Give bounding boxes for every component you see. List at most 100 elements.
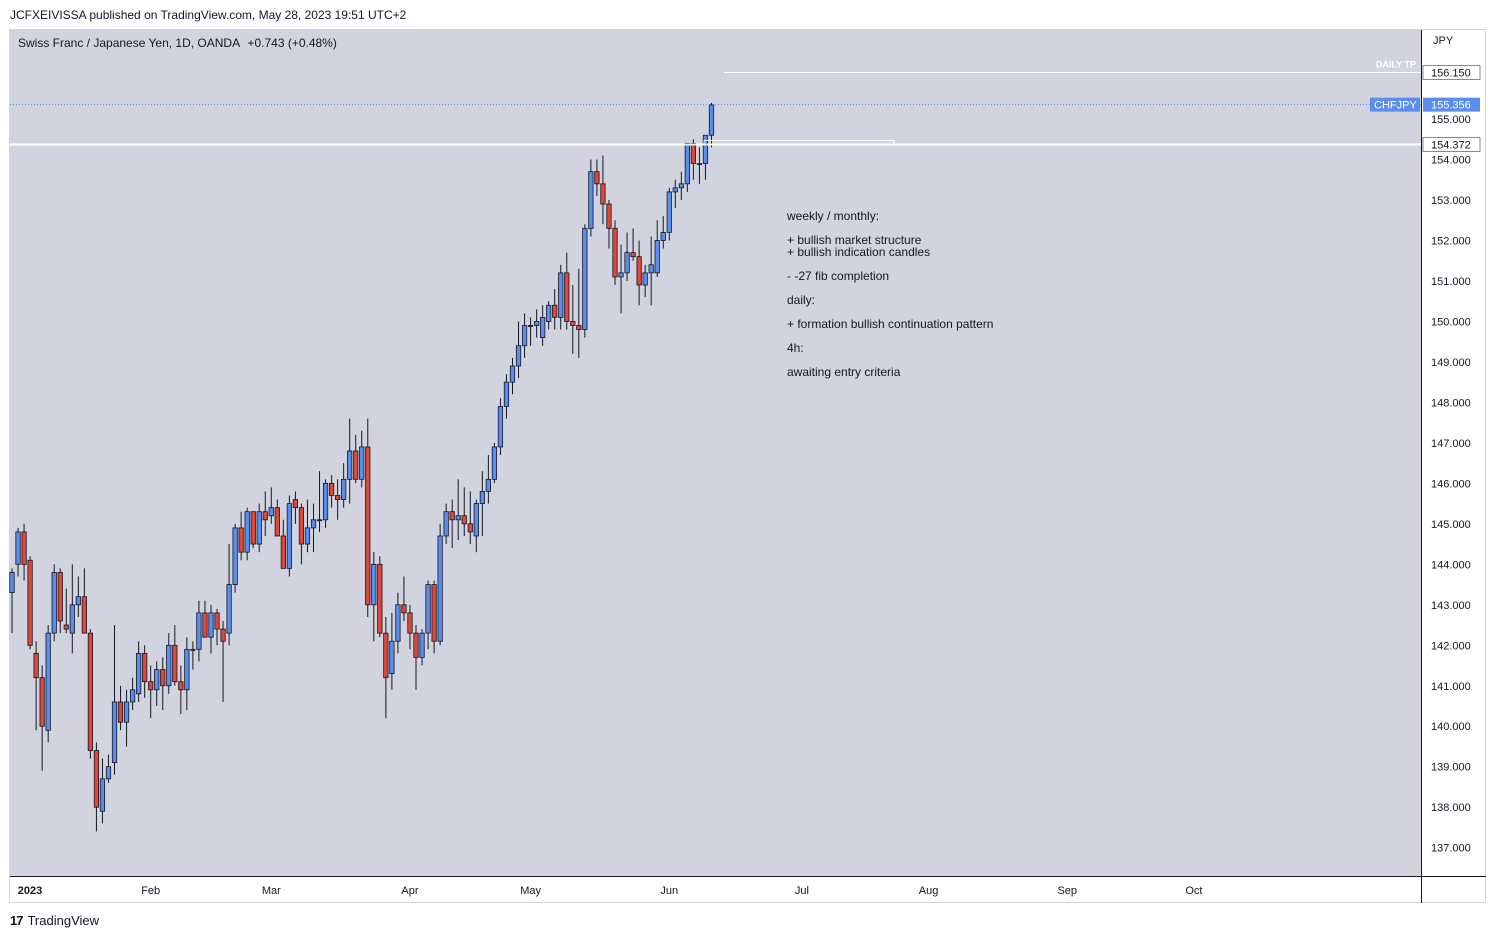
candle-body (9, 572, 15, 594)
candle (328, 475, 335, 508)
candle (606, 200, 612, 249)
legend-change: +0.743 (+0.48%) (247, 36, 337, 50)
candle-body (648, 264, 654, 274)
candle-body (214, 612, 220, 630)
candle (696, 147, 703, 184)
candle (51, 564, 57, 642)
candle-body (292, 499, 299, 509)
candle (81, 568, 87, 634)
footer-branding[interactable]: 17 TradingView (10, 913, 99, 928)
candle (208, 604, 214, 654)
candle-body (15, 531, 21, 565)
candle-body (232, 527, 238, 585)
candle (654, 220, 660, 277)
legend-symbol[interactable]: Swiss Franc / Japanese Yen, 1D, OANDA (18, 36, 241, 50)
candle (624, 232, 630, 281)
candle (268, 487, 274, 524)
candle (570, 285, 576, 354)
candle-body (280, 535, 286, 569)
candle (316, 471, 323, 532)
support-zone[interactable] (703, 139, 895, 145)
candle (250, 511, 256, 549)
candle-body (81, 596, 87, 634)
candle-body (347, 450, 353, 480)
candle (413, 625, 419, 690)
candle (437, 523, 443, 646)
candle-body (552, 304, 558, 318)
candle-body (413, 632, 419, 658)
analysis-note: 4h: (787, 341, 804, 355)
candle (371, 552, 377, 642)
candle (684, 142, 690, 192)
candle-body (401, 604, 407, 614)
candle-body (160, 669, 166, 687)
candle (214, 608, 220, 646)
plot-background (10, 30, 1421, 876)
candle-body (353, 450, 359, 480)
candle-body (449, 511, 455, 521)
analysis-note: + formation bullish continuation pattern (787, 317, 994, 331)
candle (588, 159, 594, 237)
candle-body (443, 511, 449, 537)
price-tick-label: 137.000 (1431, 843, 1471, 855)
candle (347, 418, 353, 504)
price-tick-label: 151.000 (1431, 276, 1471, 288)
candle (335, 479, 341, 520)
candle (238, 511, 244, 561)
candle-body (485, 478, 491, 492)
candle (449, 499, 455, 549)
candle-body (262, 511, 268, 521)
time-axis[interactable]: 2023 Feb Mar Apr May Jun Jul Aug Sep Oct (10, 876, 1486, 898)
time-tick-label: May (520, 885, 541, 897)
candle (558, 264, 564, 330)
publisher-line: JCFXEIVISSA published on TradingView.com… (10, 8, 407, 22)
price-tick-label: 149.000 (1431, 357, 1471, 369)
candle (521, 313, 528, 358)
candle (154, 661, 160, 706)
candle-body (190, 648, 196, 651)
time-tick-label: Mar (262, 885, 281, 897)
candle-body (497, 406, 504, 448)
price-tick-label: 155.000 (1431, 114, 1471, 126)
candle-body (455, 515, 461, 521)
candle (377, 556, 383, 638)
analysis-note: daily: (787, 293, 816, 307)
chart-legend[interactable]: Swiss Franc / Japanese Yen, 1D, OANDA +0… (18, 36, 341, 50)
candle (33, 641, 39, 731)
analysis-note: weekly / monthly: (787, 209, 880, 223)
candle-body (521, 325, 528, 347)
candle (69, 564, 75, 654)
candle (582, 224, 588, 338)
candle-body (558, 272, 564, 318)
price-tick-label: 150.000 (1431, 316, 1471, 328)
candle (196, 600, 202, 662)
candle-body (576, 325, 582, 330)
candle-body (184, 648, 190, 691)
candle (142, 645, 148, 698)
price-tick-label: 146.000 (1431, 478, 1471, 490)
candle (280, 519, 286, 569)
candle-body (660, 231, 666, 241)
candle (503, 374, 510, 419)
candle (87, 629, 93, 759)
candle (534, 309, 540, 338)
candle-body (419, 632, 425, 658)
analysis-note: - -27 fib completion (787, 269, 890, 283)
candle (274, 499, 280, 537)
candle-body (371, 563, 377, 606)
last-price-tag: CHFJPY 155.356 (1370, 97, 1480, 112)
candle-body (154, 669, 160, 691)
candle-body (425, 584, 431, 634)
price-axis[interactable]: JPY 137.000 138.000 139.000 140.000 141.000 1… (1421, 30, 1471, 903)
candle (136, 641, 142, 702)
candle-body (226, 584, 232, 634)
candle (630, 228, 636, 261)
candle-body (328, 482, 335, 496)
candle (660, 216, 666, 249)
price-axis-currency: JPY (1433, 35, 1454, 47)
candle (419, 629, 425, 666)
candle (485, 455, 491, 504)
candle-body (341, 478, 347, 500)
candle-body (322, 482, 329, 521)
